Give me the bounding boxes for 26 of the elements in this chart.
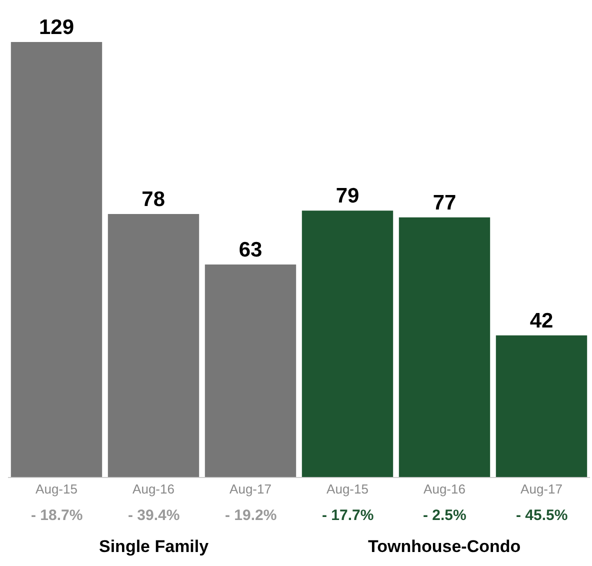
text: - 18.7%: [31, 507, 83, 524]
text: - 17.7%: [322, 507, 374, 524]
bar: [496, 335, 588, 477]
x-tick-label: Aug-15: [36, 482, 78, 497]
bar: [108, 214, 200, 477]
x-tick-label: Aug-16: [132, 482, 174, 497]
data-label: 42: [530, 309, 554, 332]
bar: [10, 42, 102, 477]
x-tick-label: Aug-16: [424, 482, 466, 497]
text: - 45.5%: [516, 507, 568, 524]
data-label: 129: [38, 16, 74, 39]
text: Townhouse-Condo: [368, 537, 521, 556]
bar: [398, 217, 490, 477]
bar: [302, 210, 394, 477]
data-label: 77: [432, 191, 456, 214]
data-label: 79: [336, 184, 360, 208]
text: - 19.2%: [225, 507, 277, 524]
x-tick-label: Aug-15: [326, 482, 368, 497]
text: Single Family: [99, 537, 210, 556]
data-label: 63: [238, 238, 262, 262]
text: - 2.5%: [423, 507, 466, 524]
text: - 39.4%: [128, 507, 180, 524]
x-tick-label: Aug-17: [230, 482, 272, 497]
bar: [204, 264, 296, 477]
data-label: 78: [142, 188, 166, 211]
x-tick-label: Aug-17: [520, 482, 562, 497]
